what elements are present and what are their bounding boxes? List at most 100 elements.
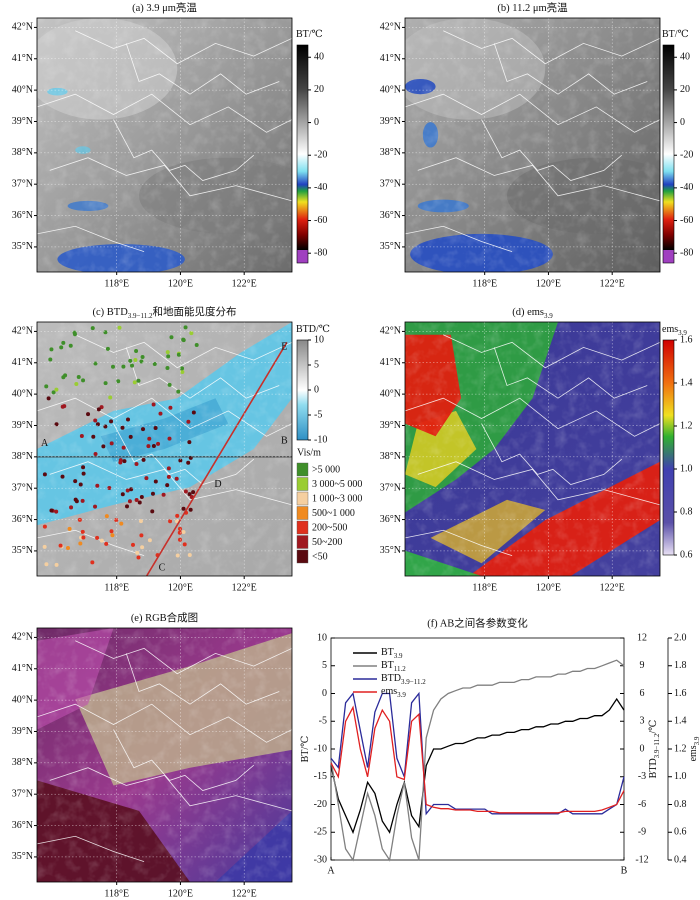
station [93,418,98,423]
section-label: D [214,479,221,490]
lat-tick-label: 36°N [12,820,33,831]
y2-tick-label: 3 [640,716,645,727]
y3-tick-label: 0.8 [674,799,687,810]
lat-tick-label: 37°N [380,178,401,189]
station [67,526,72,531]
lat-tick-label: 41°N [380,53,401,64]
station [93,361,98,366]
colorbar-tick-label: -10 [314,434,327,445]
chart-title: (f) AB之间各参数变化 [427,616,528,629]
boundary [493,347,648,399]
colorbar-tick-label: 1.0 [680,463,693,474]
lat-tick-label: 38°N [12,147,33,158]
y2-axis-label-main: BTD [648,758,659,778]
lat-tick-label: 41°N [12,53,33,64]
station [181,529,186,534]
lon-tick-label: 120°E [168,278,193,289]
lat-tick-label: 36°N [12,210,33,221]
y3-tick-label: 0.4 [674,854,687,865]
station [144,476,149,481]
lat-tick-label: 37°N [380,482,401,493]
boundary [49,157,292,202]
x-tick-label: B [621,865,628,876]
lat-tick-label: 41°N [12,357,33,368]
legend-label-sub: 3.9 [397,691,406,699]
lat-tick-label: 39°N [380,420,401,431]
station [181,506,186,511]
map-texture [37,322,292,576]
map-texture [37,18,292,272]
lon-tick-label: 120°E [168,582,193,593]
boundary [37,397,292,437]
legend-swatch [296,491,309,506]
map-image [37,18,292,272]
station [165,365,170,370]
y2-tick-label: 0 [640,743,645,754]
series-line [330,705,625,814]
legend-label-main: BT [381,660,394,671]
station [79,434,84,439]
legend-label: BT3.9 [381,647,403,659]
legend-label-sub: 3.9 [394,652,403,660]
station [177,526,182,531]
lat-tick-label: 42°N [12,326,33,337]
station [136,555,141,560]
legend-label-sub: 11.2 [394,665,406,673]
lon-tick-label: 120°E [536,278,561,289]
station [125,488,130,493]
boundary [125,653,280,705]
map-frame [404,321,661,577]
boundary [37,93,292,133]
map-image [37,322,292,576]
panel-title-suffix: 和地面能见度分布 [152,305,236,318]
station [105,346,110,351]
station [165,483,170,488]
legend-label: 1 000~3 000 [312,493,362,504]
station [104,514,109,519]
station [114,518,119,523]
y-tick-label: -30 [314,854,327,865]
station [91,434,96,439]
y3-tick-label: 1.8 [674,660,687,671]
station [121,445,126,450]
map-frame [36,627,293,883]
station [81,465,86,470]
colorbar-tick-label: 10 [314,334,324,345]
lon-tick-label: 122°E [600,278,625,289]
lat-tick-label: 40°N [380,388,401,399]
lat-tick-label: 38°N [12,451,33,462]
y3-tick-label: 1.4 [674,716,687,727]
station [186,460,191,465]
station [95,483,100,488]
station [128,434,133,439]
station [191,490,196,495]
station [191,410,196,415]
station [146,444,151,449]
station [183,325,188,330]
y2-tick-label: 12 [637,632,647,643]
lat-tick-label: 35°N [12,241,33,252]
y3-axis-label-sub: 3.9 [693,736,700,745]
lat-tick-label: 37°N [12,178,33,189]
y-tick-label: 10 [317,632,327,643]
station [134,349,139,354]
station [68,343,73,348]
boundary [417,157,660,202]
colorbar-label: ems3.9 [662,324,687,336]
lat-tick-label: 35°N [12,851,33,862]
colorbar-tick-label: 20 [314,84,324,95]
panel-title-main: (d) ems [512,307,544,318]
panel-title-main: (b) 11.2 μm亮温 [497,1,568,14]
lat-tick-label: 38°N [380,147,401,158]
legend-label: 50~200 [312,537,342,548]
station [103,330,108,335]
lat-tick-label: 38°N [380,451,401,462]
y2-axis-label-sub: 3.9−11.2 [653,733,661,758]
colorbar-label-main: BT/℃ [662,29,689,40]
boundary [481,119,623,182]
lat-tick-label: 36°N [12,514,33,525]
station [93,452,98,457]
station [48,357,53,362]
station [44,562,49,567]
lat-tick-label: 40°N [12,388,33,399]
